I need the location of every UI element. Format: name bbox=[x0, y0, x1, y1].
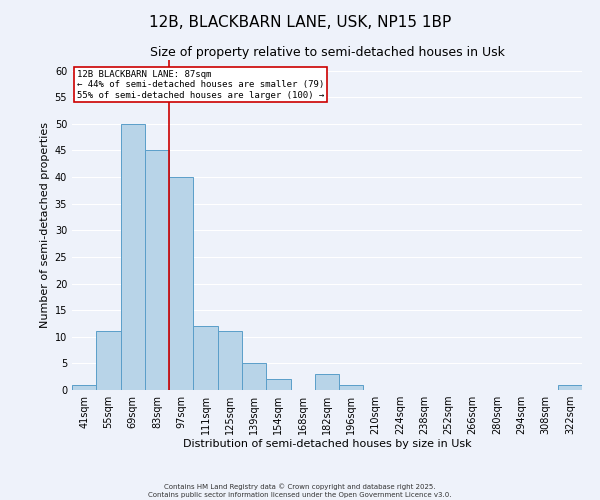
Bar bbox=[121, 124, 145, 390]
Text: Contains HM Land Registry data © Crown copyright and database right 2025.
Contai: Contains HM Land Registry data © Crown c… bbox=[148, 484, 452, 498]
Bar bbox=[242, 364, 266, 390]
Bar bbox=[218, 332, 242, 390]
Bar bbox=[315, 374, 339, 390]
Bar bbox=[266, 380, 290, 390]
Text: 12B BLACKBARN LANE: 87sqm
← 44% of semi-detached houses are smaller (79)
55% of : 12B BLACKBARN LANE: 87sqm ← 44% of semi-… bbox=[77, 70, 325, 100]
Title: Size of property relative to semi-detached houses in Usk: Size of property relative to semi-detach… bbox=[149, 46, 505, 59]
Bar bbox=[169, 177, 193, 390]
Bar bbox=[96, 332, 121, 390]
Bar bbox=[72, 384, 96, 390]
Bar bbox=[145, 150, 169, 390]
Bar bbox=[193, 326, 218, 390]
Bar bbox=[558, 384, 582, 390]
Y-axis label: Number of semi-detached properties: Number of semi-detached properties bbox=[40, 122, 50, 328]
X-axis label: Distribution of semi-detached houses by size in Usk: Distribution of semi-detached houses by … bbox=[182, 438, 472, 448]
Bar bbox=[339, 384, 364, 390]
Text: 12B, BLACKBARN LANE, USK, NP15 1BP: 12B, BLACKBARN LANE, USK, NP15 1BP bbox=[149, 15, 451, 30]
